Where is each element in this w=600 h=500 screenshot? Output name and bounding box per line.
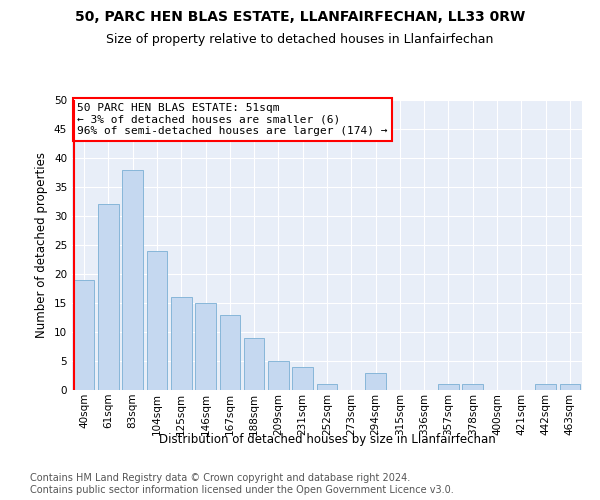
- Bar: [560, 384, 580, 390]
- Bar: [244, 338, 265, 390]
- Bar: [171, 297, 191, 390]
- Bar: [292, 367, 313, 390]
- Bar: [268, 361, 289, 390]
- Bar: [220, 314, 240, 390]
- Y-axis label: Number of detached properties: Number of detached properties: [35, 152, 49, 338]
- Bar: [463, 384, 483, 390]
- Bar: [122, 170, 143, 390]
- Bar: [146, 251, 167, 390]
- Bar: [74, 280, 94, 390]
- Bar: [195, 303, 216, 390]
- Text: Contains HM Land Registry data © Crown copyright and database right 2024.
Contai: Contains HM Land Registry data © Crown c…: [30, 474, 454, 495]
- Bar: [535, 384, 556, 390]
- Text: Distribution of detached houses by size in Llanfairfechan: Distribution of detached houses by size …: [158, 432, 496, 446]
- Text: Size of property relative to detached houses in Llanfairfechan: Size of property relative to detached ho…: [106, 32, 494, 46]
- Bar: [438, 384, 459, 390]
- Text: 50 PARC HEN BLAS ESTATE: 51sqm
← 3% of detached houses are smaller (6)
96% of se: 50 PARC HEN BLAS ESTATE: 51sqm ← 3% of d…: [77, 103, 388, 136]
- Bar: [98, 204, 119, 390]
- Bar: [365, 372, 386, 390]
- Text: 50, PARC HEN BLAS ESTATE, LLANFAIRFECHAN, LL33 0RW: 50, PARC HEN BLAS ESTATE, LLANFAIRFECHAN…: [75, 10, 525, 24]
- Bar: [317, 384, 337, 390]
